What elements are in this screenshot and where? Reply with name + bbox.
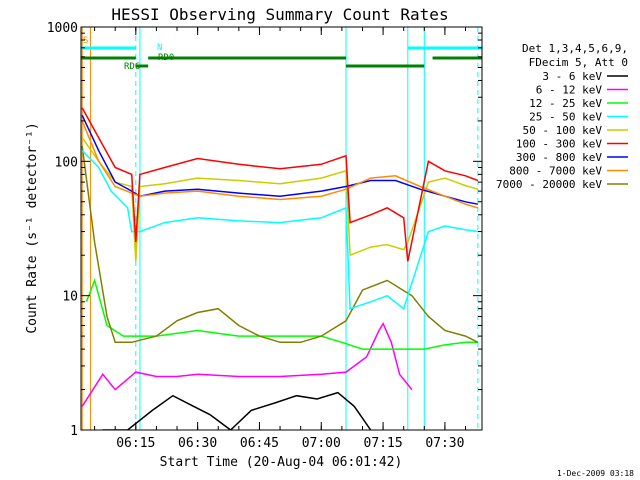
series-line-6 [81, 114, 479, 205]
y-tick-label-0: 1 [70, 424, 78, 439]
y-tick-label-1: 10 [62, 290, 78, 305]
series-line-1 [81, 321, 413, 407]
legend-label-6: 300 - 800 keV [516, 151, 602, 164]
series-line-8 [81, 145, 479, 344]
series-line-4 [81, 137, 479, 262]
plot-frame [80, 26, 483, 431]
x-tick-label-4: 07:15 [364, 436, 403, 451]
legend-label-1: 6 - 12 keV [536, 84, 603, 97]
state-label-rd6: RD6 [124, 62, 140, 72]
series-line-5 [81, 107, 479, 262]
x-tick-label-1: 06:30 [178, 436, 217, 451]
series-line-7 [81, 120, 479, 209]
state-label-rd0: RD0 [158, 53, 174, 63]
legend-label-0: 3 - 6 keV [542, 70, 602, 83]
x-tick-label-3: 07:00 [302, 436, 341, 451]
legend-header-1: FDecim 5, Att 0 [529, 56, 628, 69]
x-tick-label-0: 06:15 [116, 436, 155, 451]
y-tick-label-2: 100 [55, 155, 78, 170]
legend-header-0: Det 1,3,4,5,6,9, [522, 42, 628, 55]
y-tick-label-3: 1000 [47, 21, 78, 36]
legend-label-4: 50 - 100 keV [523, 124, 603, 137]
chart-title: HESSI Observing Summary Count Rates [111, 5, 448, 24]
legend-label-3: 25 - 50 keV [529, 111, 602, 124]
legend-label-2: 12 - 25 keV [529, 97, 602, 110]
series-line-3 [81, 150, 479, 310]
state-label-s: S [83, 36, 88, 46]
state-label-n: N [157, 43, 162, 53]
series-line-2 [85, 277, 478, 350]
timestamp: 1-Dec-2009 03:18 [557, 469, 634, 478]
x-tick-label-5: 07:30 [425, 436, 464, 451]
legend-label-5: 100 - 300 keV [516, 138, 602, 151]
x-tick-label-2: 06:45 [240, 436, 279, 451]
legend-label-7: 800 - 7000 keV [509, 165, 602, 178]
series-line-0 [102, 391, 372, 430]
legend: Det 1,3,4,5,6,9,FDecim 5, Att 03 - 6 keV… [496, 42, 628, 191]
x-axis-label: Start Time (20-Aug-04 06:01:42) [160, 455, 403, 470]
legend-label-8: 7000 - 20000 keV [496, 178, 602, 191]
y-axis-label: Count Rate (s⁻¹ detector⁻¹) [25, 122, 40, 333]
